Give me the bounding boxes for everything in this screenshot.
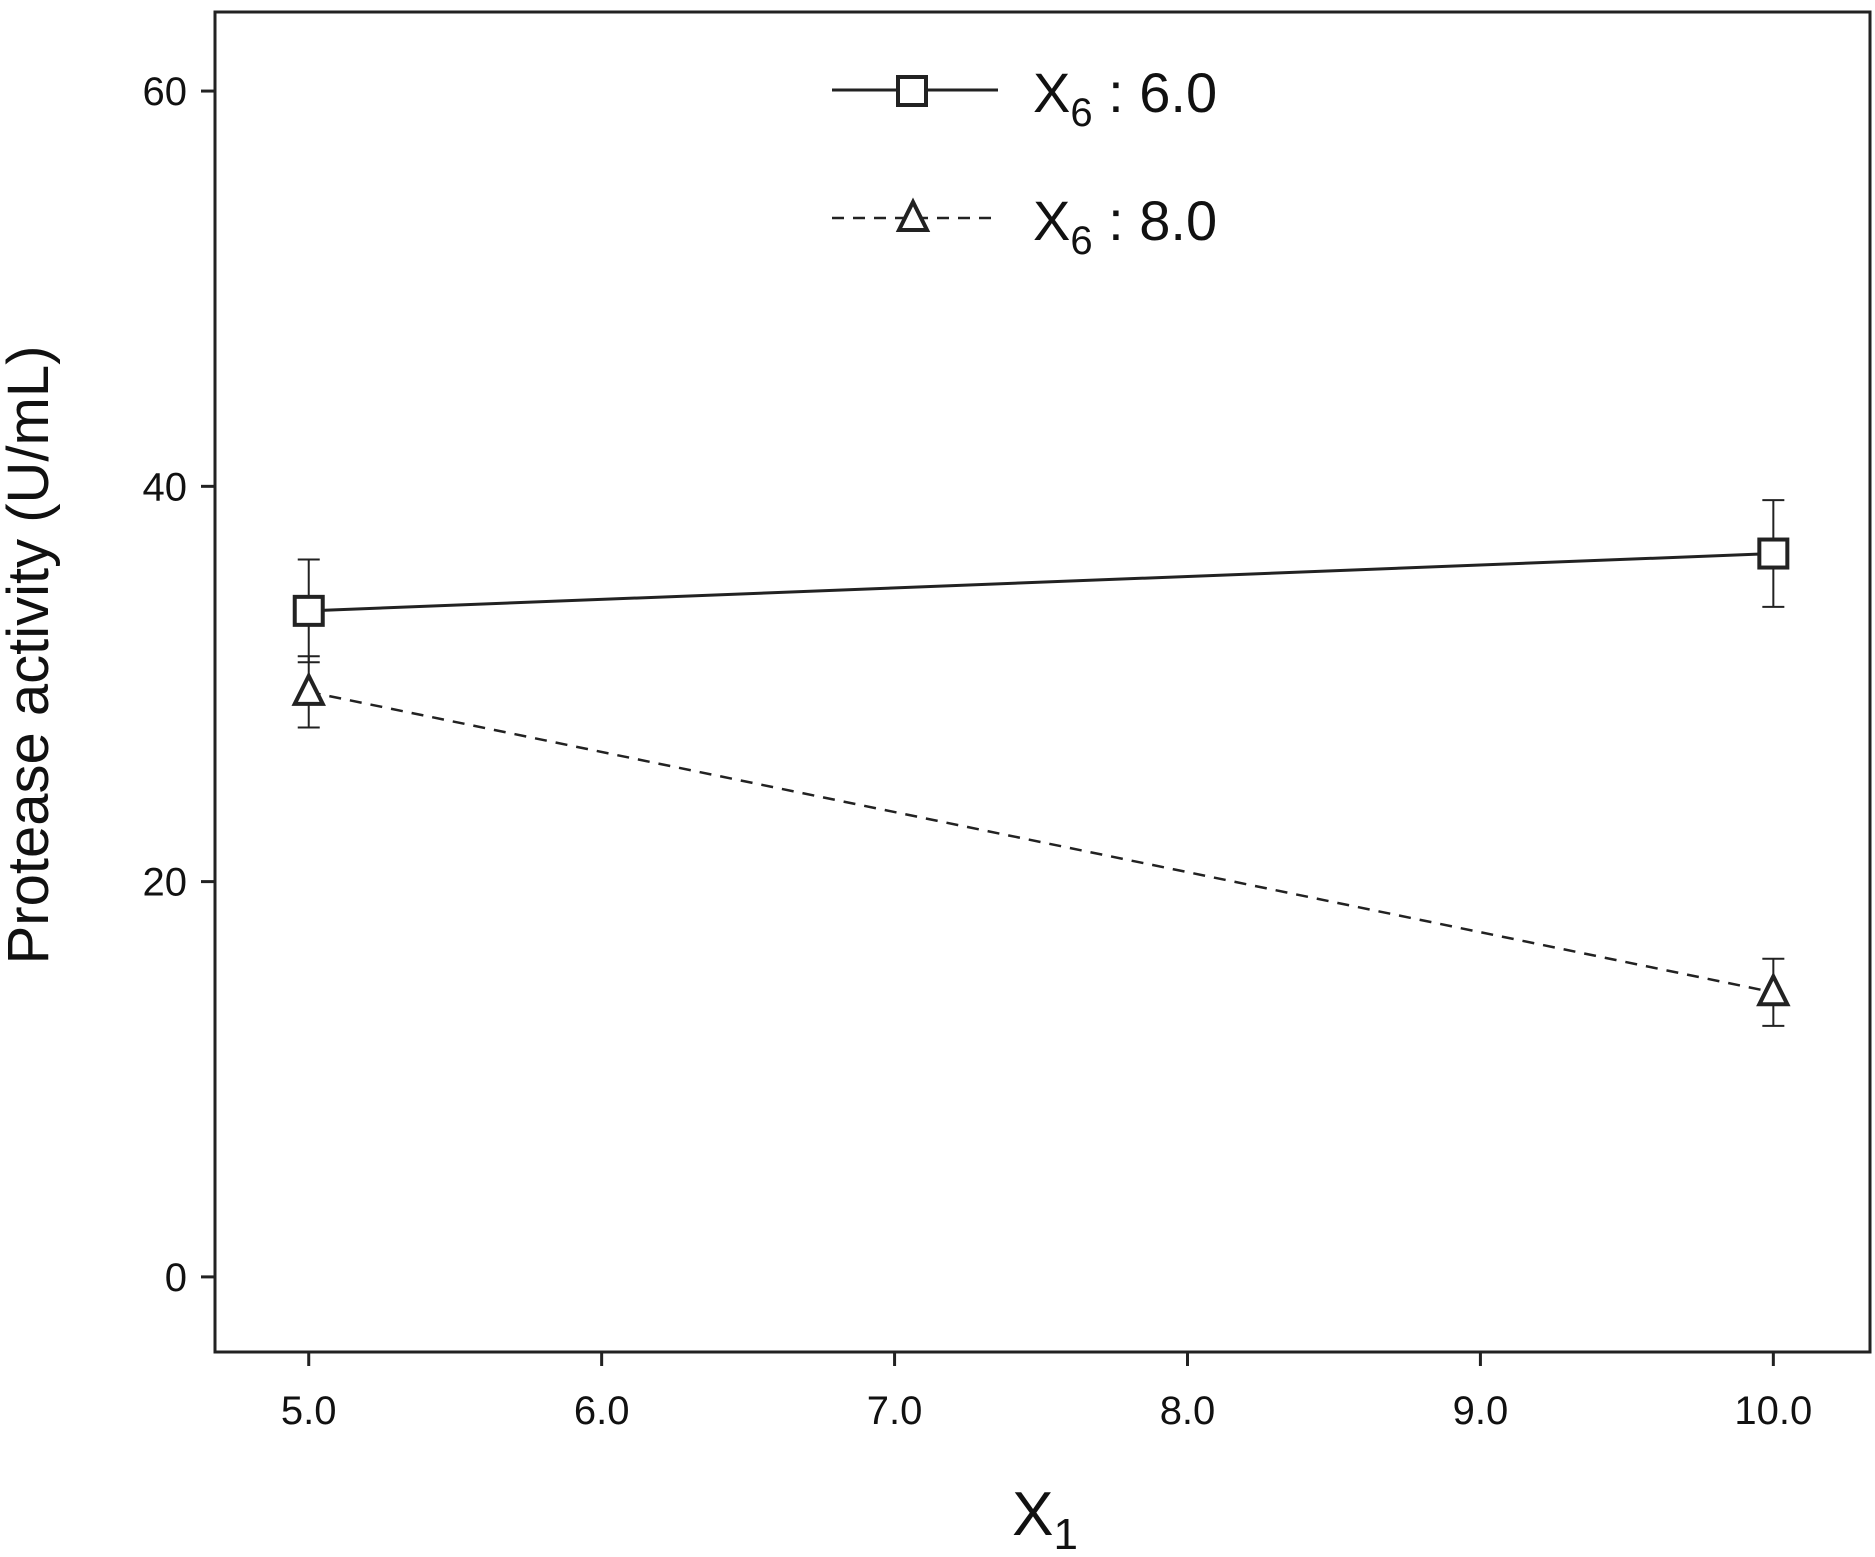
plot-frame — [213, 10, 1872, 1354]
x-axis-ticks: 5.0 6.0 7.0 8.0 9.0 10.0 — [281, 1352, 1812, 1433]
x-axis-title-main: X — [1012, 1480, 1053, 1549]
y-axis-title: Protease activity (U/mL) — [0, 346, 61, 965]
legend-square-marker — [896, 75, 928, 107]
legend-label-main: X — [1033, 189, 1070, 252]
series-line — [308, 690, 1774, 994]
y-tick-label: 20 — [143, 861, 188, 905]
x-tick-label: 10.0 — [1734, 1389, 1812, 1433]
data-point-triangle — [1756, 971, 1791, 1007]
x-axis-title-subscript: 1 — [1053, 1510, 1077, 1557]
series-layer — [291, 499, 1791, 1027]
legend-entry-x6-6: X6 : 6.0 — [832, 61, 1217, 135]
series-2 — [291, 655, 1791, 1027]
legend-label-subscript: 6 — [1070, 91, 1092, 135]
x-tick-label: 7.0 — [867, 1389, 923, 1433]
x-tick-label: 5.0 — [281, 1389, 337, 1433]
legend-label-rest: : 6.0 — [1093, 61, 1218, 124]
legend-entry-x6-8: X6 : 8.0 — [832, 189, 1217, 263]
legend-label-x6-6: X6 : 6.0 — [1033, 61, 1217, 135]
data-point-square — [292, 594, 325, 627]
legend-label-main: X — [1033, 61, 1070, 124]
x-axis-title: X1 — [1012, 1480, 1078, 1557]
x-tick-label: 6.0 — [574, 1389, 630, 1433]
y-tick-label: 40 — [143, 465, 188, 509]
legend-label-x6-8: X6 : 8.0 — [1033, 189, 1217, 263]
series-1 — [292, 499, 1790, 664]
x-tick-label: 8.0 — [1160, 1389, 1216, 1433]
legend-triangle-marker — [895, 197, 931, 232]
data-point-triangle — [291, 671, 326, 706]
legend: X6 : 6.0 X6 : 8.0 — [832, 61, 1217, 263]
series-line — [308, 552, 1774, 613]
y-axis-ticks: 0 20 40 60 — [143, 70, 215, 1300]
y-tick-label: 0 — [165, 1256, 187, 1300]
data-point-square — [1757, 537, 1790, 570]
y-tick-label: 60 — [143, 70, 188, 114]
x-tick-label: 9.0 — [1453, 1389, 1509, 1433]
legend-label-rest: : 8.0 — [1093, 189, 1218, 252]
legend-label-subscript: 6 — [1070, 219, 1092, 263]
